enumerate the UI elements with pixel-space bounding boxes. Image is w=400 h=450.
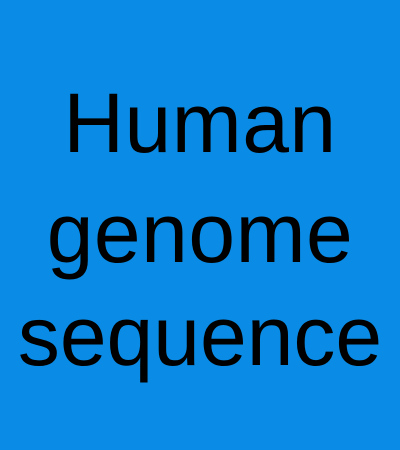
title-line-3: sequence bbox=[17, 289, 383, 383]
title-line-1: Human bbox=[63, 76, 337, 170]
title-line-2: genome bbox=[46, 186, 354, 280]
